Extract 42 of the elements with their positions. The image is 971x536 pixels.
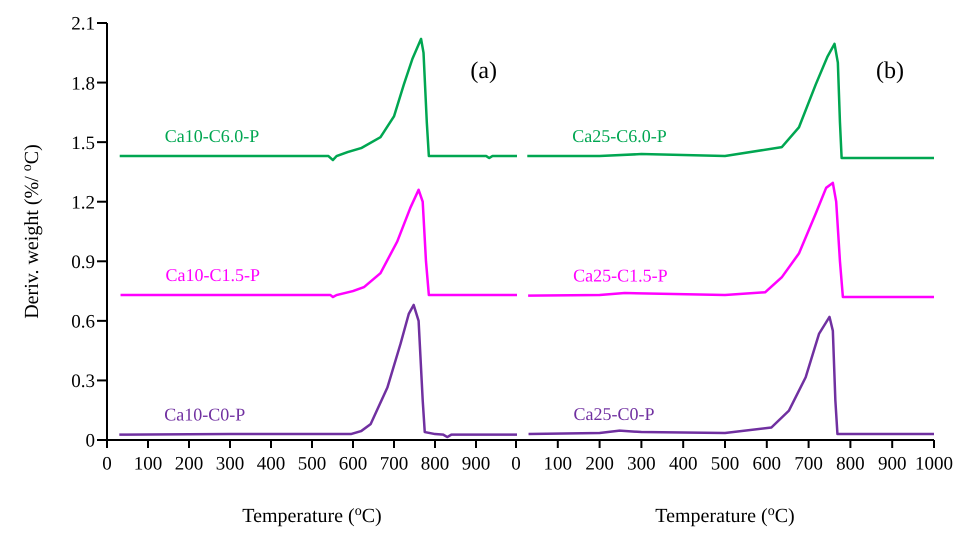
x-tick-label: 900 (462, 453, 490, 474)
x-tick-label: 700 (380, 453, 408, 474)
y-tick-label: 1.5 (71, 132, 95, 154)
x-tick-label: 900 (878, 453, 906, 474)
x-tick-label: 200 (585, 453, 614, 474)
x-axis-title: Temperature ($^{o}$C) (655, 504, 795, 527)
line-series (118, 304, 517, 438)
series-label: Ca10-C6.0-P (164, 126, 260, 146)
annotation: (a) (470, 58, 497, 85)
y-tick-label: 0.6 (71, 312, 95, 333)
x-tick-label: 700 (794, 453, 823, 474)
y-tick-label: 0 (86, 430, 95, 452)
x-tick-label: 400 (668, 453, 698, 474)
series-label: Ca25-C0-P (574, 404, 655, 424)
x-tick-label: 200 (174, 453, 204, 474)
x-tick-label: 100 (134, 453, 162, 474)
line-series (119, 188, 517, 298)
series-label: Ca25-C6.0-P (572, 126, 667, 146)
x-tick-label: 300 (216, 453, 244, 474)
x-tick-label: 800 (836, 453, 865, 474)
x-tick-label: 600 (752, 453, 782, 474)
series-label: Ca10-C1.5-P (166, 265, 260, 286)
y-tick-label: 1.8 (71, 73, 95, 94)
line-series (118, 38, 517, 162)
x-tick-label: 600 (338, 453, 368, 474)
x-tick-label: 0 (102, 453, 112, 474)
series-label: Ca25-C1.5-P (573, 266, 668, 286)
x-tick-label: 0 (511, 453, 521, 474)
annotation: (b) (876, 58, 904, 85)
x-tick-label: 300 (627, 453, 656, 474)
x-tick-label: 1000 (915, 453, 953, 474)
x-tick-label: 500 (710, 453, 740, 474)
y-tick-label: 2.1 (71, 14, 95, 35)
x-tick-label: 500 (298, 453, 326, 474)
x-tick-label: 800 (420, 453, 450, 474)
x-tick-label: 400 (256, 453, 286, 474)
y-tick-label: 0.9 (71, 252, 95, 274)
x-axis-title: Temperature ($^{o}$C) (242, 504, 382, 527)
x-tick-label: 100 (544, 453, 572, 474)
y-tick-label: 1.2 (71, 192, 95, 214)
y-tick-label: 0.3 (71, 371, 95, 392)
series-label: Ca10-C0-P (164, 404, 246, 425)
